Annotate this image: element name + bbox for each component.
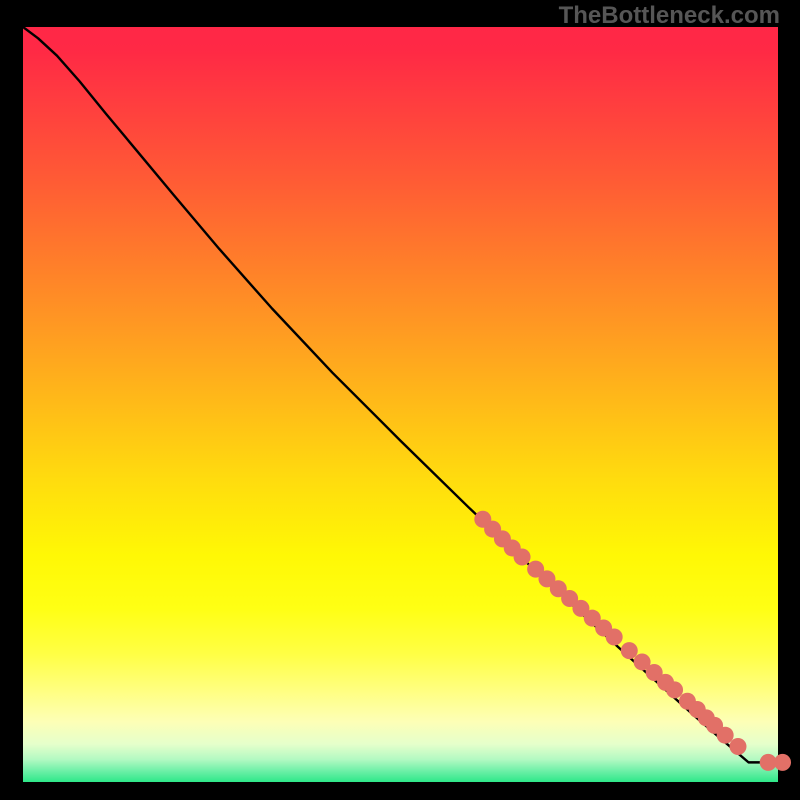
data-marker [729, 738, 746, 755]
data-marker [621, 642, 638, 659]
watermark-text: TheBottleneck.com [559, 2, 780, 30]
gradient-background [23, 27, 778, 782]
chart-stage: TheBottleneck.com [0, 0, 800, 800]
data-marker [514, 549, 531, 566]
plot-area [23, 27, 778, 782]
data-marker [666, 681, 683, 698]
data-marker [606, 629, 623, 646]
plot-svg-layer [23, 27, 792, 796]
data-marker [717, 727, 734, 744]
data-marker [774, 754, 791, 771]
